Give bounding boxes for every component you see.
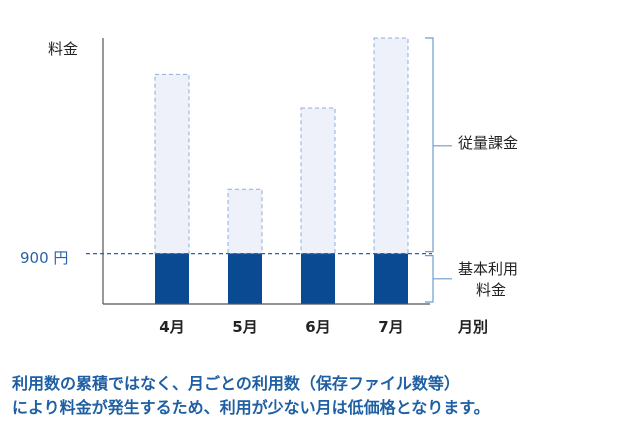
base-fee-label-line1: 基本利用 — [458, 260, 518, 278]
bar-usage-7 — [373, 37, 409, 255]
fee-chart: 料金 月別 900 円 4月 5月 6月 7月 従量課金 基本利用 料金 — [20, 37, 518, 336]
bar-usage-6 — [300, 107, 336, 255]
bar-base-4 — [155, 253, 189, 304]
x-tick-label: 4月 — [159, 318, 184, 336]
bar-base-6 — [301, 253, 335, 304]
x-tick-label: 7月 — [378, 318, 403, 336]
x-tick-label: 5月 — [232, 318, 257, 336]
bar-base-7 — [374, 253, 408, 304]
bar-usage-5 — [227, 188, 263, 255]
y-axis-label: 料金 — [48, 40, 78, 58]
x-tick-labels: 4月 5月 6月 7月 — [159, 318, 403, 336]
x-tick-label: 6月 — [305, 318, 330, 336]
caption: 利用数の累積ではなく、月ごとの利用数（保存ファイル数等） により料金が発生するた… — [12, 372, 617, 420]
base-fee-value-label: 900 円 — [20, 249, 68, 267]
caption-line-1: 利用数の累積ではなく、月ごとの利用数（保存ファイル数等） — [12, 374, 460, 393]
base-fee-label-line2: 料金 — [476, 281, 506, 299]
x-axis-label: 月別 — [457, 318, 488, 336]
bar-usage-4 — [154, 73, 190, 255]
usage-brace — [425, 37, 452, 253]
bars-group — [154, 37, 409, 304]
usage-fee-label: 従量課金 — [458, 134, 518, 152]
base-brace — [425, 255, 452, 303]
caption-line-2: により料金が発生するため、利用が少ない月は低価格となります。 — [12, 398, 490, 417]
bar-base-5 — [228, 253, 262, 304]
